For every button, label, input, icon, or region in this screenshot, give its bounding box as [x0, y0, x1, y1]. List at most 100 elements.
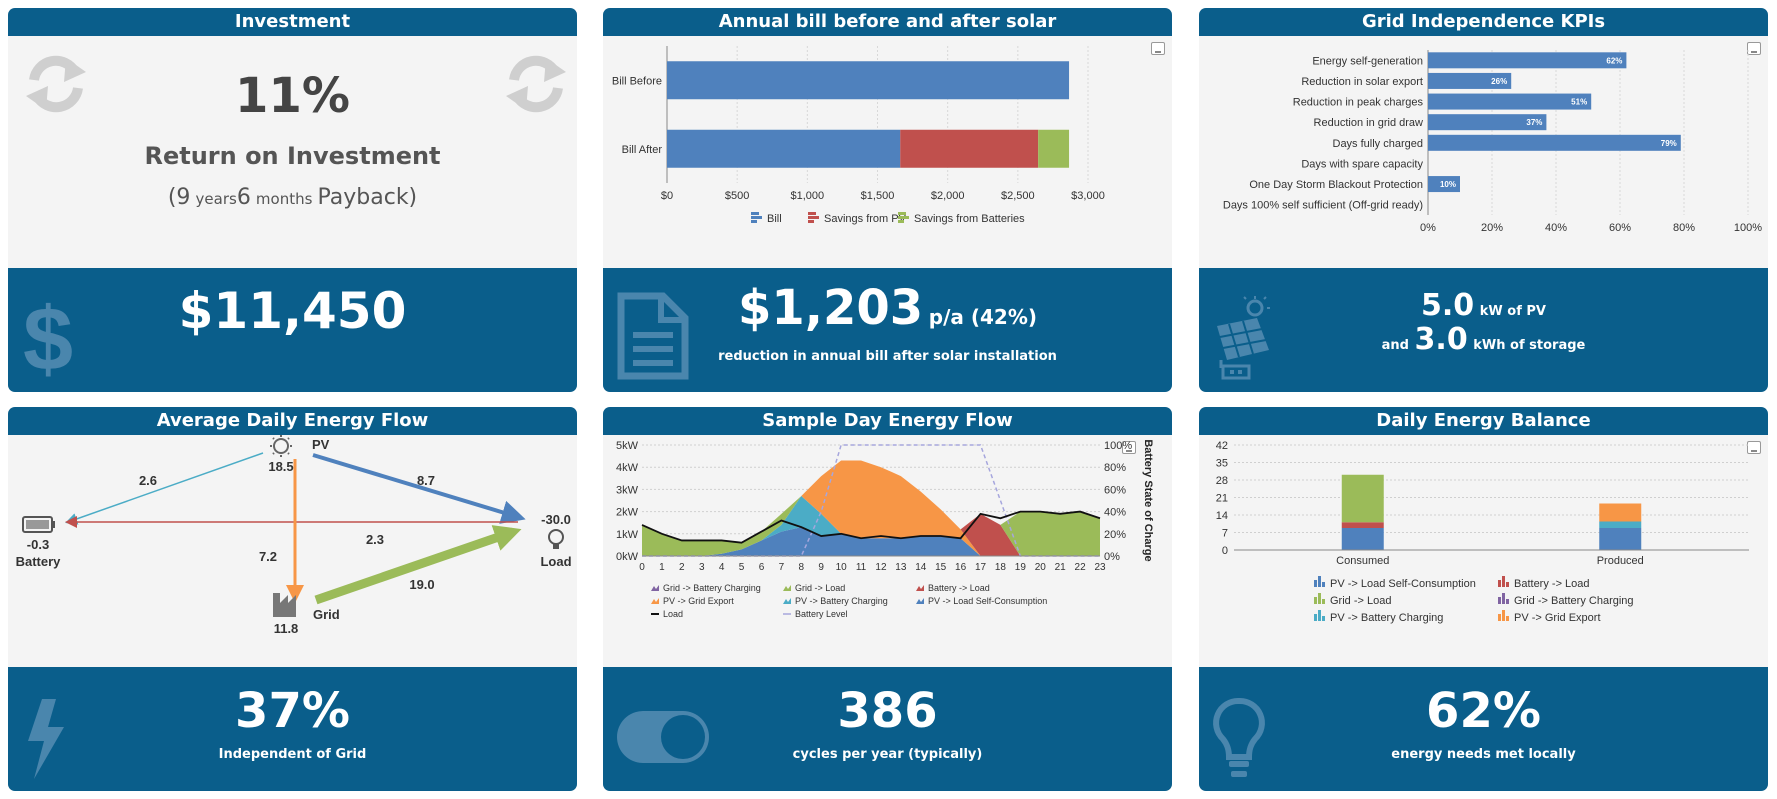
independence-caption: Independent of Grid: [218, 747, 367, 762]
load-label: Load: [540, 554, 571, 569]
bar: [1341, 474, 1384, 523]
payback-text: (9 years6 months Payback): [8, 185, 577, 210]
investment-footer: $ $11,450: [8, 268, 577, 392]
bar: [1428, 93, 1592, 110]
download-icon[interactable]: [1122, 441, 1136, 454]
legend-label: Savings from PV: [824, 213, 907, 225]
balance-panel: Daily Energy Balance 0 7 14 21 28 35 42 Consume…: [1199, 407, 1768, 791]
storage-unit: kWh of storage: [1473, 338, 1586, 353]
legend-item: PV -> Battery Charging: [783, 596, 888, 606]
legend-swatch: [1314, 580, 1317, 587]
legend-label: Savings from Batteries: [914, 213, 1025, 225]
y-tick-label: 3kW: [616, 484, 639, 496]
legend-label: PV -> Battery Charging: [795, 596, 888, 606]
kpis-panel: Grid Independence KPIs 0% 20% 40% 60% 80% 100…: [1199, 8, 1768, 392]
x-tick-label: 3: [699, 562, 705, 573]
x-tick-label: 16: [955, 562, 967, 573]
legend-swatch: [808, 212, 816, 215]
legend-item: PV -> Grid Export: [1498, 610, 1601, 624]
x-tick-label: 4: [719, 562, 725, 573]
legend-label: Battery -> Load: [1514, 578, 1590, 590]
roi-value: 11%: [235, 68, 350, 124]
legend-swatch: [783, 598, 791, 604]
y-tick-label: Reduction in grid draw: [1314, 117, 1424, 129]
bar: [1599, 521, 1642, 528]
legend-swatch: [916, 598, 924, 604]
flow-footer: 37% Independent of Grid: [8, 667, 577, 791]
x-tick-label: 100%: [1734, 222, 1762, 234]
legend-swatch: [1322, 616, 1325, 621]
bill-savings: $1,203 p/a (42%): [603, 280, 1172, 336]
legend-label: Grid -> Battery Charging: [1514, 595, 1634, 607]
bar: [1599, 503, 1642, 522]
kpis-title: Grid Independence KPIs: [1199, 8, 1768, 36]
payback-years-unit: years: [195, 190, 237, 208]
area-series: [642, 460, 1100, 556]
legend-label: Battery Level: [795, 609, 848, 619]
download-icon[interactable]: [1747, 42, 1761, 55]
data-label: 51%: [1571, 98, 1587, 107]
x-tick-label: Consumed: [1336, 555, 1389, 567]
pv-line: 5.0 kW of PV: [1199, 288, 1768, 323]
x-tick-label: 10: [836, 562, 848, 573]
factory-icon: [273, 593, 296, 617]
legend-label: PV -> Grid Export: [663, 596, 734, 606]
x-tick-label: 60%: [1609, 222, 1631, 234]
bar: [1341, 528, 1384, 550]
x-tick-label: 40%: [1545, 222, 1567, 234]
legend-swatch: [751, 220, 757, 223]
investment-cost: $11,450: [178, 282, 407, 340]
legend-swatch: [651, 598, 659, 604]
y-tick-label: Days 100% self sufficient (Off-grid read…: [1223, 200, 1423, 212]
cycles-value: 386: [837, 683, 938, 739]
pv-value: 18.5: [268, 459, 293, 474]
flow-title: Average Daily Energy Flow: [8, 407, 577, 435]
bar: [1428, 72, 1512, 89]
legend-swatch: [898, 212, 906, 215]
legend-label: PV -> Battery Charging: [1330, 612, 1443, 624]
y-tick-label: Energy self-generation: [1312, 55, 1423, 67]
edge-label-pv-load: 8.7: [417, 473, 435, 488]
x-tick-label: $500: [725, 190, 749, 202]
legend-item: Battery Level: [783, 609, 848, 619]
download-icon[interactable]: [1151, 42, 1165, 55]
legend-item: Battery -> Load: [1498, 576, 1590, 590]
bill-footer: $1,203 p/a (42%) reduction in annual bil…: [603, 268, 1172, 392]
y-tick-label: 7: [1222, 528, 1228, 540]
legend-swatch: [1498, 580, 1501, 587]
x-tick-label: $1,000: [791, 190, 825, 202]
edge-grid-load: [314, 525, 522, 605]
download-icon[interactable]: [1747, 441, 1761, 454]
x-tick-label: 6: [759, 562, 765, 573]
x-tick-label: 9: [818, 562, 824, 573]
legend-item: Battery -> Load: [916, 583, 990, 593]
load-value: -30.0: [541, 512, 571, 527]
legend-item: Load: [651, 609, 683, 619]
legend-item: PV -> Load Self-Consumption: [1314, 576, 1476, 590]
y2-tick-label: 80%: [1104, 462, 1126, 474]
edge-pv-battery: [65, 452, 264, 525]
legend-swatch: [916, 585, 924, 591]
x-tick-label: 20: [1035, 562, 1047, 573]
y-tick-label: 5kW: [616, 440, 639, 452]
storage-line: and 3.0 kWh of storage: [1199, 322, 1768, 357]
legend-swatch: [651, 585, 659, 591]
legend-swatch: [1502, 593, 1505, 604]
local-caption: energy needs met locally: [1391, 747, 1576, 762]
bar: [1599, 528, 1642, 550]
legend-swatch: [1498, 614, 1501, 621]
edge-label-grid-load: 19.0: [409, 577, 434, 592]
sample-chart: 0kW 1kW 2kW 3kW 4kW 5kW 0% 20% 40% 60% 80% 100% Batt…: [616, 439, 1154, 619]
bill-savings-caption: reduction in annual bill after solar ins…: [718, 349, 1057, 364]
legend-swatch: [1314, 614, 1317, 621]
y2-tick-label: 60%: [1104, 484, 1126, 496]
flow-diagram: PV 18.5 -0.3 Battery -30.0 Load 11.8 Gri…: [16, 435, 572, 636]
legend-swatch: [1506, 599, 1509, 604]
pv-value: 5.0: [1421, 288, 1475, 323]
bar: [900, 129, 1039, 168]
x-tick-label: 21: [1055, 562, 1067, 573]
y-tick-label: 0: [1222, 545, 1228, 557]
solar-panel-icon: [1217, 296, 1270, 380]
legend-swatch: [808, 220, 814, 223]
x-tick-label: 11: [856, 562, 867, 573]
